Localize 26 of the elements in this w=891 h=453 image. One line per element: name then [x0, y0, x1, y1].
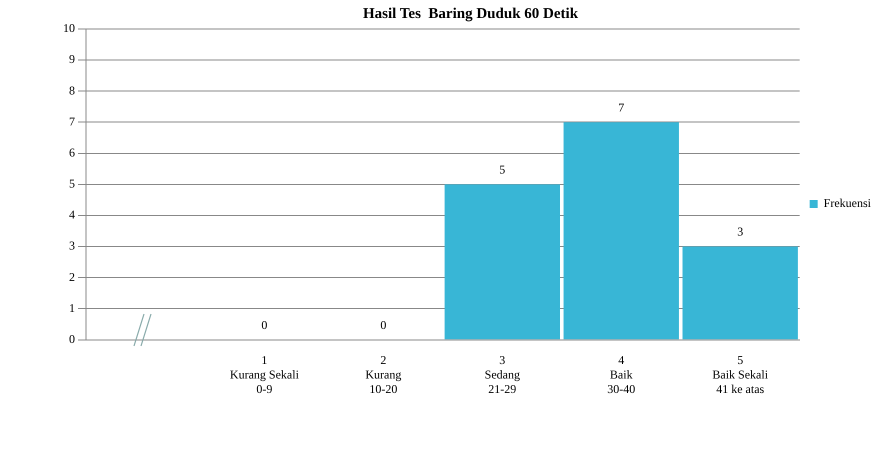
y-tick-label: 8	[69, 83, 75, 98]
data-label: 5	[499, 162, 506, 177]
chart-title: Hasil Tes Baring Duduk 60 Detik	[362, 6, 579, 22]
x-tick-label: 3 Sedang 21-29	[484, 353, 520, 396]
x-tick-label: 5 Baik Sekali 41 ke atas	[712, 353, 769, 396]
bar	[564, 122, 679, 340]
y-tick-label: 9	[69, 52, 75, 66]
y-tick-label: 0	[69, 332, 75, 346]
data-label: 7	[618, 100, 624, 114]
data-label: 0	[380, 318, 386, 332]
y-tick-label: 2	[69, 270, 75, 284]
y-tick-label: 10	[63, 21, 75, 36]
x-tick-label: 2 Kurang 10-20	[365, 353, 402, 396]
y-tick-label: 5	[69, 176, 75, 191]
y-tick-label: 1	[69, 300, 75, 315]
data-label: 3	[737, 224, 744, 239]
y-tick-label: 6	[69, 145, 75, 160]
x-tick-label: 1 Kurang Sekali 0-9	[230, 353, 300, 396]
bar	[444, 184, 560, 340]
bar	[682, 246, 798, 340]
y-tick-label: 7	[69, 114, 75, 128]
y-tick-label: 4	[69, 208, 75, 222]
y-tick-label: 3	[69, 238, 75, 253]
x-tick-label: 4 Baik 30-40	[607, 353, 636, 396]
data-label: 0	[261, 318, 268, 332]
legend-label: Frekuensi	[824, 196, 872, 210]
